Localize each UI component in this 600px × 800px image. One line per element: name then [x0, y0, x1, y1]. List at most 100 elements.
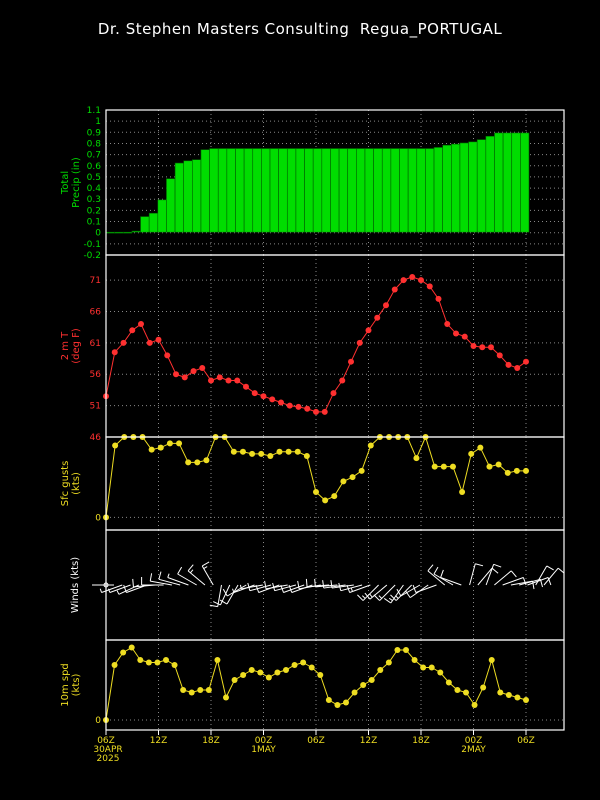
precip-bar [278, 148, 288, 233]
precip-bar [511, 132, 521, 233]
data-point [505, 361, 512, 368]
barb-flag [427, 564, 434, 572]
barb-staff [283, 584, 305, 593]
data-point [454, 687, 461, 693]
data-point [409, 273, 416, 280]
panel-2: 71 66 61 56 51 46 2 m T (deg F) [60, 254, 565, 443]
precip-bar [321, 148, 331, 233]
y-tick-label: 56 [90, 370, 102, 380]
data-point [285, 448, 292, 455]
barb-flag [532, 581, 535, 590]
barb-staff [477, 567, 493, 586]
barb-flag [187, 564, 194, 572]
data-point [180, 687, 187, 693]
data-point [461, 333, 468, 340]
data-point [360, 682, 367, 688]
data-point [257, 669, 264, 676]
y-tick-label: 0.4 [87, 184, 102, 194]
wind-barb [427, 564, 446, 586]
wind-barb [219, 584, 239, 605]
data-point [240, 672, 247, 678]
precip-bar [226, 148, 236, 233]
x-tick-label: 00Z [465, 736, 483, 746]
data-point [514, 364, 521, 371]
barb-flag [305, 578, 308, 587]
barb-flag [247, 582, 251, 591]
data-point [223, 694, 229, 701]
x-tick-label: 06Z [307, 736, 325, 746]
barb-flag [255, 584, 260, 593]
barb-flag [219, 599, 228, 605]
data-point [394, 647, 401, 653]
wind-barb [396, 584, 421, 597]
data-point [340, 478, 347, 485]
barb-staff [400, 584, 421, 597]
barb-staff [469, 563, 476, 586]
data-point [120, 649, 127, 656]
barb-flag [383, 598, 392, 604]
data-point [331, 493, 338, 500]
data-point [477, 444, 484, 451]
data-point [453, 330, 459, 337]
barb-flag [390, 594, 397, 601]
x-axis: 06Z 12Z 18Z 00Z 06Z 12Z 18Z 00Z 06Z30APR20251MAY… [93, 730, 535, 764]
precip-bar [494, 132, 504, 233]
barb-staff [331, 584, 354, 589]
wind-barb [364, 584, 388, 600]
data-point [137, 657, 144, 663]
precip-bar [235, 148, 245, 233]
barb-half [350, 587, 353, 592]
wind-barb [314, 578, 338, 588]
wind-barb [469, 563, 484, 586]
wind-barb [477, 567, 499, 586]
barb-half [369, 593, 373, 598]
data-point [504, 469, 511, 476]
precip-bar [166, 178, 176, 233]
data-point [505, 692, 512, 698]
data-point [463, 689, 469, 696]
data-point [358, 467, 365, 474]
wind-barb [99, 584, 123, 593]
data-point [294, 448, 301, 455]
precip-bar [442, 144, 452, 233]
x-tick-label: 18Z [202, 736, 220, 746]
panel-frame [105, 436, 565, 531]
data-point [164, 352, 171, 359]
barb-half [388, 597, 393, 601]
data-point [251, 390, 258, 397]
precip-bar [209, 148, 219, 233]
barb-flag [209, 604, 218, 608]
barb-flag [493, 563, 502, 568]
precip-bar [192, 159, 202, 233]
data-point [413, 455, 420, 462]
barb-staff [510, 580, 533, 586]
barb-half [167, 573, 170, 578]
data-point [181, 374, 188, 381]
precip-bar [252, 148, 262, 233]
data-point [304, 405, 311, 412]
precip-bar [286, 148, 297, 233]
barb-staff [485, 564, 495, 586]
precip-bar [373, 148, 383, 233]
wind-barb [535, 565, 554, 586]
barb-staff [249, 584, 272, 592]
precip-bar [433, 147, 443, 233]
wind-barb [373, 584, 396, 601]
barb-staff [362, 584, 379, 601]
barb-flag [149, 573, 153, 582]
y-tick-label: 66 [90, 307, 102, 317]
data-point [385, 659, 392, 666]
wind-barb [247, 582, 272, 592]
data-point [208, 377, 214, 384]
wind-barb [433, 566, 454, 586]
x-date-label: 2MAY [461, 745, 486, 755]
barb-staff [369, 584, 388, 600]
data-point [428, 664, 435, 671]
data-point [523, 467, 529, 474]
wind-barb [494, 570, 517, 586]
data-point [205, 687, 212, 693]
data-point [278, 399, 284, 406]
barb-flag [338, 582, 342, 591]
data-point [330, 390, 337, 397]
precip-bar [304, 148, 314, 233]
